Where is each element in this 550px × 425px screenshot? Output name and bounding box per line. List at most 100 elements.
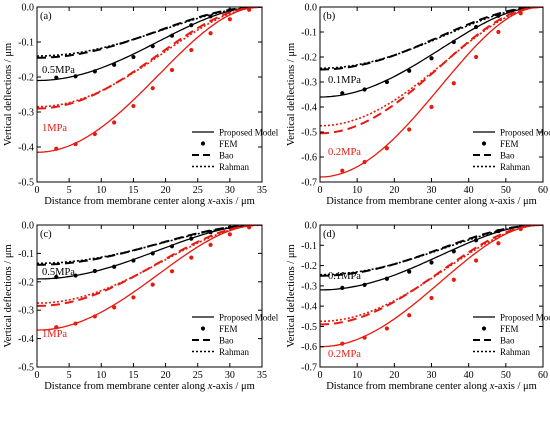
legend-label: Proposed Model — [219, 313, 279, 323]
x-tick-label: 40 — [464, 185, 474, 196]
x-tick-label: 10 — [96, 370, 106, 381]
x-tick-label: 30 — [427, 370, 437, 381]
x-tick-label: 60 — [538, 370, 548, 381]
fem-data-point — [474, 54, 479, 60]
panel-label: (c) — [40, 229, 52, 240]
x-tick-label: 5 — [67, 185, 72, 196]
series-line-bao — [37, 7, 262, 59]
fem-data-point — [362, 282, 367, 287]
y-tick-label: -0.5 — [18, 178, 34, 189]
x-tick-label: 35 — [257, 185, 267, 196]
fem-data-point — [362, 159, 367, 165]
y-tick-label: 0.0 — [22, 3, 35, 14]
fem-data-point — [407, 269, 412, 274]
fem-data-point — [407, 313, 412, 318]
fem-data-point — [92, 268, 97, 274]
fem-data-point — [54, 75, 59, 80]
x-tick-label: 10 — [352, 185, 362, 196]
fem-data-point — [384, 146, 389, 151]
series-line-bao — [37, 225, 262, 266]
x-tick-label: 60 — [538, 185, 548, 196]
fem-data-point — [474, 258, 479, 263]
fem-data-point — [227, 17, 232, 22]
fem-data-point — [340, 285, 345, 290]
y-tick-label: -0.4 — [18, 334, 34, 345]
y-axis-label: Vertical deflections / μm — [286, 244, 297, 347]
y-tick-label: -0.4 — [301, 103, 317, 114]
pressure-label: 1MPa — [42, 123, 67, 134]
x-tick-label: 15 — [128, 185, 138, 196]
fem-data-point — [429, 260, 434, 265]
y-tick-label: -0.7 — [301, 178, 317, 189]
x-axis-label: Distance from membrane center along x-ax… — [44, 196, 255, 207]
series-line-rahman — [320, 225, 543, 276]
chart-panel: 0 10 20 30 40 50 60 0.0 -0.1 -0.2 -0.3 -0.4 -0.5 -0.6… — [286, 221, 550, 393]
fem-data-point — [112, 62, 117, 67]
fem-data-point — [407, 127, 412, 132]
fem-data-point — [131, 54, 136, 60]
fem-data-point — [131, 103, 136, 109]
fem-data-point — [340, 168, 345, 173]
series-line-rahman — [37, 7, 262, 108]
series-line-bao — [37, 7, 262, 110]
fem-data-point — [362, 87, 367, 92]
series-line-bao — [320, 225, 543, 277]
fem-data-point — [112, 305, 117, 310]
pressure-label: 0.2MPa — [328, 147, 361, 158]
fem-data-point — [451, 39, 456, 45]
series-line-proposed-model — [320, 7, 543, 98]
fem-data-point — [131, 295, 136, 300]
fem-data-point — [73, 273, 78, 278]
x-tick-label: 10 — [352, 370, 362, 381]
fem-data-point — [518, 226, 523, 232]
x-tick-label: 20 — [389, 185, 399, 196]
x-tick-label: 0 — [35, 185, 40, 196]
fem-data-point — [208, 230, 213, 235]
fem-data-point — [474, 238, 479, 243]
x-tick-label: 50 — [501, 370, 511, 381]
panel-label: (a) — [40, 11, 52, 22]
x-tick-label: 25 — [193, 370, 203, 381]
legend-label: Rahman — [219, 347, 249, 357]
x-tick-label: 20 — [161, 185, 171, 196]
fem-data-point — [73, 74, 78, 79]
x-tick-label: 25 — [193, 185, 203, 196]
fem-data-point — [384, 79, 389, 85]
fem-data-point — [112, 120, 117, 125]
x-tick-label: 50 — [501, 185, 511, 196]
fem-data-point — [518, 11, 523, 16]
x-tick-label: 30 — [225, 370, 235, 381]
fem-data-point — [150, 251, 155, 256]
y-tick-label: -0.2 — [301, 261, 317, 272]
fem-data-point — [150, 86, 155, 91]
legend-label: Bao — [219, 151, 234, 161]
series-line-rahman — [320, 225, 543, 323]
fem-data-point — [169, 67, 175, 73]
pressure-label: 0.5MPa — [42, 267, 75, 278]
fem-data-point — [340, 91, 345, 96]
fem-data-point — [131, 258, 136, 263]
pressure-label: 1MPa — [42, 329, 67, 340]
plot-frame — [36, 224, 263, 368]
legend-label: Rahman — [500, 347, 530, 357]
legend-label: FEM — [500, 324, 519, 334]
y-tick-label: -0.3 — [301, 78, 317, 89]
chart-panel: 0 5 10 15 20 25 30 35 0.0 -0.1 -0.2 -0.3 -0.4 -0.5 Dis… — [3, 3, 279, 208]
fem-data-point — [247, 225, 252, 230]
legend-label: Proposed Model — [500, 128, 550, 138]
fem-data-point — [189, 236, 194, 241]
panel-label: (d) — [323, 229, 336, 240]
series-line-rahman — [37, 225, 262, 304]
legend-label: FEM — [219, 139, 238, 149]
fem-data-point — [169, 244, 175, 249]
fem-data-point — [429, 56, 434, 61]
y-tick-label: -0.3 — [301, 281, 317, 292]
y-tick-label: 0.0 — [305, 221, 318, 232]
x-tick-label: 0 — [318, 185, 323, 196]
fem-data-point — [73, 142, 78, 147]
x-tick-label: 0 — [318, 370, 323, 381]
fem-data-point — [429, 104, 434, 110]
fem-data-point — [208, 31, 213, 36]
